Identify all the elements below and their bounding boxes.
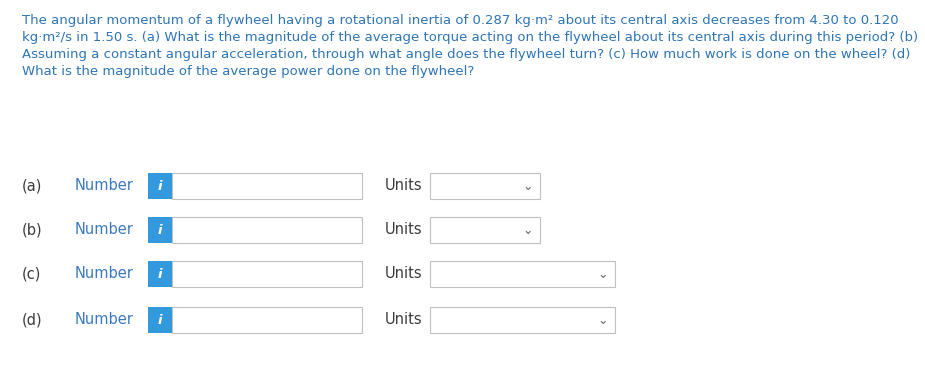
FancyBboxPatch shape [430, 173, 540, 199]
Text: (b): (b) [22, 222, 43, 238]
Text: Assuming a constant angular acceleration, through what angle does the flywheel t: Assuming a constant angular acceleration… [22, 48, 910, 61]
Text: Number: Number [75, 222, 134, 238]
Text: ⌄: ⌄ [523, 224, 533, 236]
FancyBboxPatch shape [430, 217, 540, 243]
FancyBboxPatch shape [430, 261, 615, 287]
Text: Number: Number [75, 267, 134, 282]
FancyBboxPatch shape [148, 217, 172, 243]
FancyBboxPatch shape [430, 307, 615, 333]
Text: Number: Number [75, 178, 134, 193]
Text: Units: Units [385, 178, 423, 193]
FancyBboxPatch shape [172, 173, 362, 199]
FancyBboxPatch shape [172, 261, 362, 287]
Text: Units: Units [385, 267, 423, 282]
FancyBboxPatch shape [172, 307, 362, 333]
Text: Units: Units [385, 313, 423, 328]
Text: Number: Number [75, 313, 134, 328]
Text: i: i [158, 224, 162, 236]
Text: Units: Units [385, 222, 423, 238]
Text: (c): (c) [22, 267, 42, 282]
FancyBboxPatch shape [148, 261, 172, 287]
Text: i: i [158, 179, 162, 193]
FancyBboxPatch shape [172, 217, 362, 243]
FancyBboxPatch shape [148, 307, 172, 333]
Text: i: i [158, 268, 162, 280]
Text: The angular momentum of a flywheel having a rotational inertia of 0.287 kg·m² ab: The angular momentum of a flywheel havin… [22, 14, 898, 27]
Text: What is the magnitude of the average power done on the flywheel?: What is the magnitude of the average pow… [22, 65, 475, 78]
Text: ⌄: ⌄ [523, 179, 533, 193]
Text: ⌄: ⌄ [598, 268, 609, 280]
Text: kg·m²/s in 1.50 s. (a) What is the magnitude of the average torque acting on the: kg·m²/s in 1.50 s. (a) What is the magni… [22, 31, 919, 44]
Text: i: i [158, 314, 162, 326]
Text: ⌄: ⌄ [598, 314, 609, 326]
Text: (d): (d) [22, 313, 43, 328]
FancyBboxPatch shape [148, 173, 172, 199]
Text: (a): (a) [22, 178, 43, 193]
